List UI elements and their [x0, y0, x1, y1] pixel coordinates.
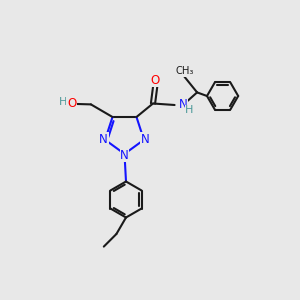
Text: O: O [67, 97, 76, 110]
Text: N: N [120, 149, 129, 162]
Text: N: N [141, 133, 150, 146]
Text: N: N [178, 98, 187, 111]
Text: H: H [185, 105, 194, 116]
Text: N: N [99, 133, 108, 146]
Text: CH₃: CH₃ [176, 66, 194, 76]
Text: O: O [151, 74, 160, 87]
Text: H: H [59, 97, 67, 107]
